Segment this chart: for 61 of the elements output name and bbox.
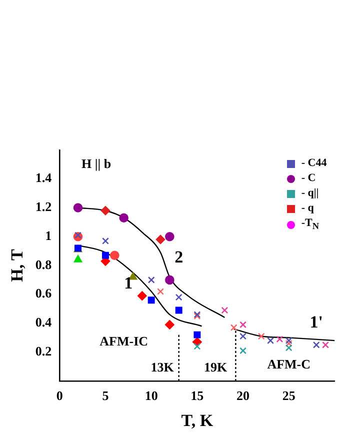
point <box>194 331 201 338</box>
point <box>157 288 164 295</box>
point <box>175 306 182 314</box>
y-tick-label: 1.2 <box>35 199 52 214</box>
point <box>165 320 174 330</box>
point <box>110 250 120 260</box>
y-tick-label: 1 <box>45 228 52 243</box>
annotation: 1' <box>310 312 323 332</box>
x-tick-label: 5 <box>102 388 110 404</box>
point <box>148 276 155 284</box>
point <box>138 291 147 300</box>
y-tick-label: 0.4 <box>35 314 52 330</box>
point <box>276 336 284 343</box>
point <box>312 341 320 348</box>
annotation: AFM-C <box>267 356 311 372</box>
point <box>240 347 246 354</box>
point <box>230 324 238 332</box>
point <box>258 332 265 340</box>
x-tick-label: 20 <box>236 388 250 404</box>
annotation: 19K <box>204 359 228 374</box>
point <box>194 342 201 350</box>
point <box>165 232 174 242</box>
legend-label: - C <box>301 171 316 186</box>
x-tick-label: 25 <box>282 388 296 404</box>
point <box>74 255 82 262</box>
point <box>240 332 246 340</box>
annotation: H || b <box>82 156 112 171</box>
point <box>148 296 155 304</box>
point <box>74 232 82 239</box>
point <box>267 337 274 344</box>
y-tick-label: 0.2 <box>35 343 52 358</box>
y-tick-label: 1.4 <box>35 170 52 186</box>
point <box>285 340 292 347</box>
point <box>102 237 109 244</box>
y-tick-label: 0.8 <box>35 256 52 272</box>
y-tick-label: 0.6 <box>35 286 52 301</box>
x-tick-label: 0 <box>56 388 63 404</box>
point <box>73 203 83 212</box>
legend-label: -T$_{N}$ <box>301 216 319 234</box>
x-tick-label: 15 <box>190 388 204 404</box>
point <box>285 344 292 352</box>
legend-label: - q <box>301 201 314 216</box>
y-axis-title: H, T <box>8 248 27 282</box>
annotation: 1 <box>124 274 133 293</box>
point <box>102 252 109 259</box>
x-tick-label: 10 <box>144 388 158 404</box>
x-axis-title: T, K <box>181 411 214 430</box>
point <box>100 206 110 216</box>
annotation: 13K <box>150 359 175 374</box>
point <box>240 321 246 328</box>
legend-label: - q|| <box>301 186 319 201</box>
annotation: AFM-IC <box>100 333 148 348</box>
legend-label: - C44 <box>301 156 327 171</box>
point <box>221 306 228 314</box>
point <box>175 294 182 301</box>
point <box>322 341 330 348</box>
annotation: 2 <box>174 248 184 267</box>
point <box>165 275 174 285</box>
point <box>156 234 166 244</box>
point <box>285 337 292 344</box>
point <box>119 213 128 223</box>
